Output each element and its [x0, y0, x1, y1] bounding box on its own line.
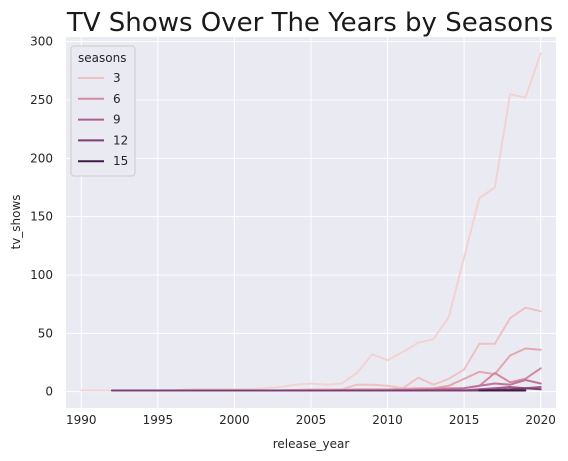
x-tick-label: 2005: [296, 413, 327, 427]
x-tick-label: 1995: [143, 413, 174, 427]
x-tick-label: 2000: [219, 413, 250, 427]
series-group: [80, 52, 542, 392]
x-axis-label: release_year: [273, 437, 350, 451]
x-tick-label: 2010: [372, 413, 403, 427]
y-tick-label: 300: [30, 35, 53, 49]
y-tick-label: 250: [30, 93, 53, 107]
x-tick-label: 2015: [449, 413, 480, 427]
legend-title: seasons: [78, 51, 126, 65]
x-tick-label: 1990: [66, 413, 97, 427]
y-tick-label: 100: [30, 268, 53, 282]
legend-entry-label: 9: [113, 113, 121, 127]
y-tick-label: 200: [30, 151, 53, 165]
y-tick-label: 150: [30, 210, 53, 224]
legend-entry-label: 12: [113, 133, 128, 147]
legend-entry-label: 15: [113, 154, 128, 168]
y-axis-label: tv_shows: [9, 194, 23, 249]
legend: seasons 3 6 9 12 15: [70, 45, 136, 177]
legend-entry-label: 3: [113, 71, 121, 85]
x-axis-ticks: 1990 1995 2000 2005 2010 2015 2020: [66, 413, 556, 427]
y-axis-ticks: 0 50 100 150 200 250 300: [30, 35, 53, 399]
y-tick-label: 0: [45, 385, 53, 399]
series-line: [110, 387, 542, 392]
chart-title: TV Shows Over The Years by Seasons: [66, 8, 553, 38]
x-tick-label: 2020: [525, 413, 556, 427]
y-tick-label: 50: [38, 326, 53, 340]
legend-entry-label: 6: [113, 92, 121, 106]
